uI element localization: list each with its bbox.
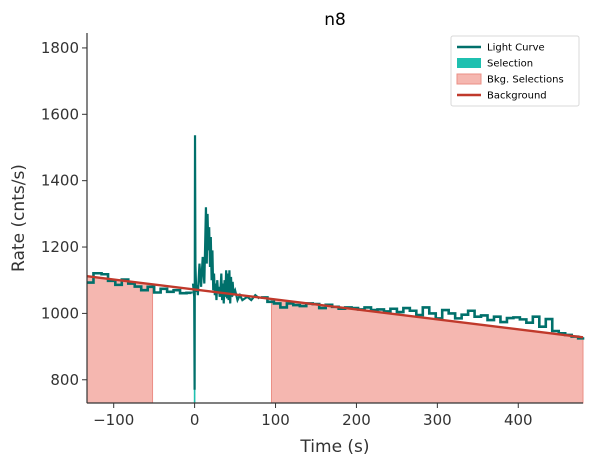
- legend-entry-label: Bkg. Selections: [487, 75, 564, 86]
- background-fit-line: [86, 275, 584, 339]
- x-tick-label: 300: [423, 411, 452, 429]
- axes: [86, 33, 583, 404]
- x-tick-label: 0: [190, 411, 200, 429]
- background-fit-series: [86, 275, 584, 339]
- legend-swatch-patch: [457, 58, 481, 68]
- x-ticks: −100 0 100 200 300 400: [93, 403, 533, 429]
- x-tick-label: 200: [342, 411, 371, 429]
- x-tick-label: 100: [261, 411, 290, 429]
- y-tick-label: 1000: [41, 304, 79, 322]
- legend-entry-label: Background: [487, 91, 547, 102]
- legend: Light Curve Selection Bkg. Selections Backg…: [450, 35, 580, 107]
- y-tick-label: 800: [50, 371, 79, 389]
- y-ticks: 800 1000 1200 1400 1600 1800: [41, 39, 87, 389]
- y-axis-label: Rate (cnts/s): [9, 164, 29, 272]
- y-tick-label: 1800: [41, 39, 79, 57]
- y-tick-label: 1400: [41, 172, 79, 190]
- light-curve-pre: [87, 271, 193, 295]
- bkg-selection-2: [270, 298, 584, 404]
- y-tick-label: 1600: [41, 105, 79, 123]
- bkg-selection-regions: [86, 275, 584, 404]
- bkg-selection-1: [86, 275, 154, 404]
- light-curve-burst: [191, 135, 261, 390]
- chart-title: n8: [324, 10, 346, 30]
- x-tick-label: 400: [504, 411, 533, 429]
- legend-entry-label: Light Curve: [487, 43, 545, 54]
- source-selection-region: [193, 383, 196, 403]
- legend-swatch-patch: [456, 73, 482, 85]
- y-tick-label: 1200: [41, 238, 79, 256]
- source-selection: [193, 383, 196, 403]
- legend-box: [450, 35, 580, 107]
- legend-entry-label: Selection: [487, 59, 533, 70]
- x-tick-label: −100: [93, 411, 134, 429]
- x-axis-label: Time (s): [299, 437, 369, 457]
